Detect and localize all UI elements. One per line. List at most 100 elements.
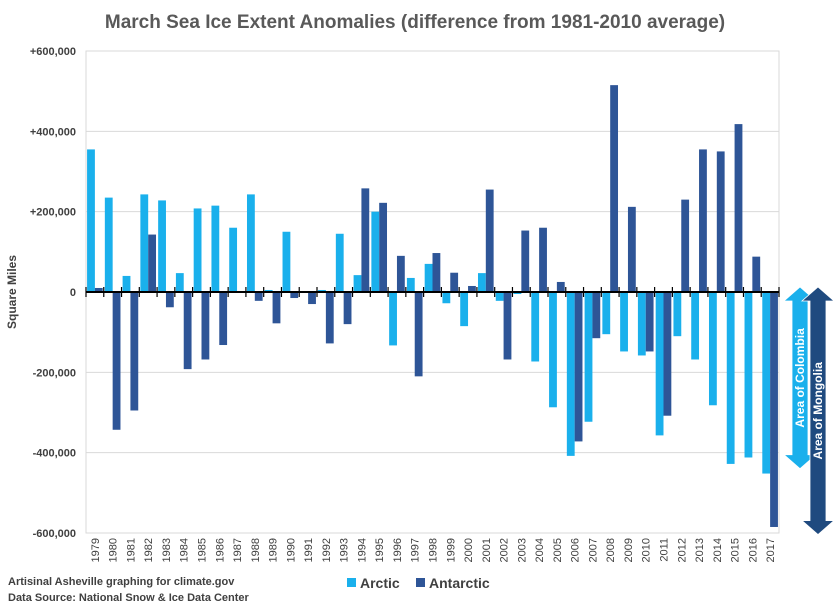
zero-axis [85, 287, 780, 297]
x-tick-label: 1984 [179, 538, 191, 562]
x-tick-label: 1994 [356, 538, 368, 562]
bar-antarctic [414, 292, 423, 377]
bar-antarctic [468, 285, 476, 292]
bar-antarctic [610, 85, 619, 292]
x-tick-label: 2017 [765, 538, 777, 562]
bars [87, 85, 778, 527]
bar-antarctic [343, 292, 352, 325]
bar-antarctic [556, 281, 565, 292]
x-tick-label: 1988 [250, 538, 262, 562]
x-tick-label: 1987 [232, 538, 244, 562]
bar-antarctic [183, 292, 192, 370]
bar-arctic [406, 277, 415, 292]
x-tick-label: 1993 [339, 538, 351, 562]
x-tick-label: 2010 [641, 538, 653, 562]
bar-arctic [264, 289, 273, 292]
x-tick-label: 2014 [712, 538, 724, 562]
bar-arctic [495, 292, 504, 301]
y-tick-label: +400,000 [30, 126, 76, 138]
y-tick-label: -200,000 [33, 367, 76, 379]
bar-arctic [477, 273, 486, 292]
x-tick-label: 1995 [374, 538, 386, 562]
x-tick-label: 2001 [481, 538, 493, 562]
bar-antarctic [770, 292, 778, 527]
bar-arctic [762, 292, 771, 474]
bar-arctic [335, 233, 344, 292]
bar-arctic [229, 227, 238, 292]
y-tick-label: +600,000 [30, 46, 76, 58]
bar-arctic [744, 292, 753, 458]
x-tick-label: 1990 [285, 538, 297, 562]
x-tick-label: 2012 [676, 538, 688, 562]
bar-antarctic [699, 149, 707, 292]
bar-arctic [87, 149, 95, 292]
x-tick-label: 1989 [268, 538, 280, 562]
bar-antarctic [361, 188, 370, 292]
bar-antarctic [681, 199, 690, 292]
bar-arctic [389, 292, 397, 346]
bar-antarctic [396, 255, 405, 292]
y-axis-label: Square Miles [5, 255, 19, 329]
y-tick-label: -600,000 [33, 528, 76, 540]
x-tick-label: 1983 [161, 538, 173, 562]
x-tick-label: 1997 [410, 538, 422, 562]
x-tick-label: 1982 [143, 538, 155, 562]
bar-arctic [193, 208, 202, 292]
bar-arctic [708, 292, 717, 406]
y-tick-label: +200,000 [30, 207, 76, 219]
colombia-label: Area of Colombia [793, 328, 807, 428]
x-tick-label: 2004 [534, 538, 546, 562]
x-tick-label: 1979 [90, 538, 102, 562]
bar-antarctic [645, 292, 654, 352]
x-tick-label: 2016 [747, 538, 759, 562]
bar-antarctic [325, 292, 334, 344]
bar-antarctic [521, 230, 530, 292]
bar-antarctic [130, 292, 139, 411]
legend-label-arctic: Arctic [360, 575, 400, 591]
bar-arctic [122, 275, 131, 292]
bar-antarctic [219, 292, 228, 346]
legend-label-antarctic: Antarctic [429, 575, 490, 591]
bar-antarctic [112, 292, 121, 430]
bar-antarctic [485, 189, 494, 292]
bar-antarctic [734, 124, 743, 292]
bar-arctic [673, 292, 682, 337]
x-tick-label: 1980 [108, 538, 120, 562]
x-tick-label: 2008 [605, 538, 617, 562]
bar-antarctic [716, 151, 725, 292]
bar-arctic [211, 205, 220, 292]
bar-arctic [531, 292, 540, 362]
bar-arctic [175, 273, 184, 292]
y-axis-ticks: +600,000 +400,000 +200,000 0 -200,000 -400,00… [30, 46, 76, 540]
bar-arctic [655, 292, 664, 436]
bar-arctic [620, 292, 628, 352]
x-tick-label: 1992 [321, 538, 333, 562]
legend-swatch-antarctic [416, 578, 425, 587]
x-tick-label: 1998 [428, 538, 440, 562]
chart-title: March Sea Ice Extent Anomalies (differen… [105, 12, 725, 33]
bar-arctic [549, 292, 557, 408]
x-tick-label: 1991 [303, 538, 315, 562]
legend-swatch-arctic [347, 578, 356, 587]
bar-arctic [158, 200, 166, 292]
bar-antarctic [503, 292, 512, 360]
area-comparison-arrows: Area of Colombia Area of Mongolia [782, 286, 836, 536]
bar-arctic [140, 194, 149, 292]
x-tick-label: 2003 [516, 538, 528, 562]
bar-antarctic [574, 292, 583, 442]
bar-antarctic [290, 292, 299, 299]
x-axis-ticks: 1979 1980 1981 1982 1983 1984 1985 1986 1987 1988… [90, 538, 777, 562]
x-tick-label: 2002 [499, 538, 511, 562]
bar-arctic [691, 292, 700, 360]
x-tick-label: 1986 [214, 538, 226, 562]
bar-arctic [371, 211, 380, 292]
x-tick-label: 1981 [125, 538, 137, 562]
bar-antarctic [450, 272, 459, 292]
bar-antarctic [272, 292, 281, 324]
bar-antarctic [308, 292, 316, 305]
bar-arctic [726, 292, 735, 464]
bar-arctic [513, 292, 522, 295]
bar-antarctic [663, 292, 672, 416]
x-tick-label: 2007 [587, 538, 599, 562]
bar-antarctic [201, 292, 210, 360]
